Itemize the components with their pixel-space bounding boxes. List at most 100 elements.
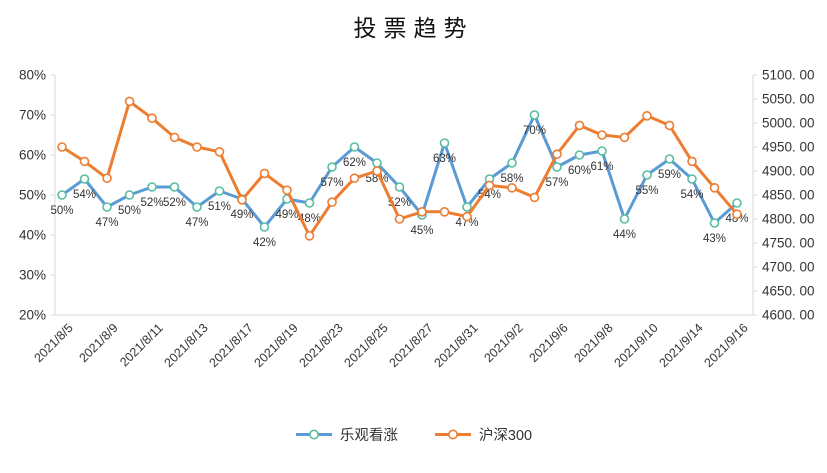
data-label: 62% <box>343 157 366 169</box>
data-point-marker <box>57 142 67 152</box>
data-point-marker <box>57 190 67 200</box>
data-point-marker <box>259 222 270 232</box>
right-axis-tick-label: 4900. 00 <box>762 164 815 179</box>
data-point-marker <box>552 149 562 159</box>
data-label: 51% <box>208 201 231 213</box>
data-label: 45% <box>410 225 433 237</box>
data-label: 50% <box>50 205 73 217</box>
x-axis-labels: 2021/8/5 2021/8/92021/8/112021/8/132021/8… <box>31 321 750 370</box>
data-point-marker <box>372 166 382 176</box>
legend-label-bullish: 乐观看涨 <box>339 428 398 444</box>
data-point-marker <box>192 142 202 152</box>
data-point-marker <box>214 186 225 196</box>
data-point-marker <box>642 111 652 121</box>
data-point-marker <box>619 214 630 224</box>
data-point-marker <box>732 209 742 219</box>
data-label: 57% <box>320 177 343 189</box>
legend-item-bullish: 乐观看涨 <box>295 424 398 445</box>
data-point-marker <box>732 198 742 208</box>
x-axis-tick-label: 2021/9/6 <box>526 321 570 365</box>
data-point-marker <box>237 195 247 205</box>
data-point-marker <box>327 162 337 172</box>
left-axis-tick-label: 30% <box>19 268 46 283</box>
data-label: 70% <box>523 125 546 137</box>
data-point-marker <box>529 110 540 120</box>
x-axis-tick-label: 2021/8/27 <box>387 321 436 370</box>
left-axis-tick-label: 60% <box>19 148 46 163</box>
data-point-marker <box>214 147 225 157</box>
data-label: 50% <box>118 205 141 217</box>
x-axis-tick-label: 2021/8/23 <box>297 321 346 370</box>
x-axis-tick-label: 2021/9/8 <box>571 321 615 365</box>
x-axis-tick-label: 2021/8/25 <box>342 321 391 370</box>
data-point-marker <box>664 154 675 164</box>
left-axis-tick-label: 80% <box>19 68 46 83</box>
x-axis-tick-label: 2021/8/17 <box>207 321 256 370</box>
data-label: 52% <box>163 197 186 209</box>
x-axis-tick-label: 2021/9/2 <box>481 321 525 365</box>
data-point-marker <box>574 150 585 160</box>
data-point-marker <box>327 197 337 207</box>
legend-label-index: 沪深300 <box>478 428 533 444</box>
series-bullish: 50%54%47%50%52% 52%47%51%49%42%49% 48%57%6… <box>50 110 749 249</box>
data-point-marker <box>507 183 517 193</box>
data-point-marker <box>462 202 472 212</box>
data-point-marker <box>507 158 517 168</box>
data-label: 47% <box>185 217 208 229</box>
data-point-marker <box>439 207 450 217</box>
data-point-marker <box>304 198 315 208</box>
data-label: 60% <box>568 165 591 177</box>
data-point-marker <box>124 190 135 200</box>
left-axis-tick-label: 50% <box>19 188 46 203</box>
x-axis-tick-label: 2021/9/16 <box>702 321 751 370</box>
right-axis-tick-label: 4950. 00 <box>762 140 815 155</box>
chart-legend: 乐观看涨 沪深300 <box>0 424 827 445</box>
data-point-marker <box>642 170 652 180</box>
left-axis-tick-label: 70% <box>19 108 46 123</box>
legend-marker <box>308 429 319 440</box>
data-point-marker <box>192 202 202 212</box>
data-label: 61% <box>590 161 613 173</box>
data-point-marker <box>102 202 112 212</box>
data-point-marker <box>372 158 382 168</box>
data-label: 59% <box>658 169 681 181</box>
right-axis-tick-label: 4700. 00 <box>762 260 815 275</box>
series-index <box>57 96 742 241</box>
data-label: 63% <box>433 153 456 165</box>
x-axis-tick-label: 2021/8/19 <box>252 321 301 370</box>
data-point-marker <box>169 132 180 143</box>
x-axis-tick-label: 2021/9/10 <box>612 321 661 370</box>
data-point-marker <box>349 173 360 183</box>
right-axis-tick-label: 5000. 00 <box>762 116 815 131</box>
right-axis-tick-label: 4600. 00 <box>762 308 815 323</box>
data-point-marker <box>394 214 405 224</box>
data-point-marker <box>484 180 495 191</box>
data-label: 48% <box>725 213 748 225</box>
right-axis-ticks: 5100. 00 5050. 00 5000. 00 4950. 00 4900. 00… <box>753 68 815 323</box>
data-point-marker <box>79 156 90 167</box>
right-axis-tick-label: 4650. 00 <box>762 284 815 299</box>
data-point-marker <box>282 185 292 195</box>
data-point-marker <box>709 218 720 228</box>
right-axis-tick-label: 4750. 00 <box>762 236 815 251</box>
data-point-marker <box>687 174 697 184</box>
data-label: 57% <box>545 177 568 189</box>
data-point-marker <box>529 192 540 203</box>
data-point-marker <box>169 182 180 192</box>
data-point-marker <box>259 168 270 179</box>
data-label: 49% <box>275 209 298 221</box>
data-point-marker <box>147 113 157 123</box>
data-point-marker <box>709 183 720 193</box>
data-label: 55% <box>635 185 658 197</box>
index-line-marker-icon <box>434 428 472 441</box>
left-axis-tick-label: 40% <box>19 228 46 243</box>
legend-item-index: 沪深300 <box>434 424 532 445</box>
data-label: 54% <box>680 189 703 201</box>
data-label: 58% <box>500 173 523 185</box>
data-point-marker <box>462 211 472 222</box>
data-point-marker <box>574 120 585 131</box>
data-point-marker <box>552 162 562 172</box>
data-point-marker <box>687 156 697 167</box>
